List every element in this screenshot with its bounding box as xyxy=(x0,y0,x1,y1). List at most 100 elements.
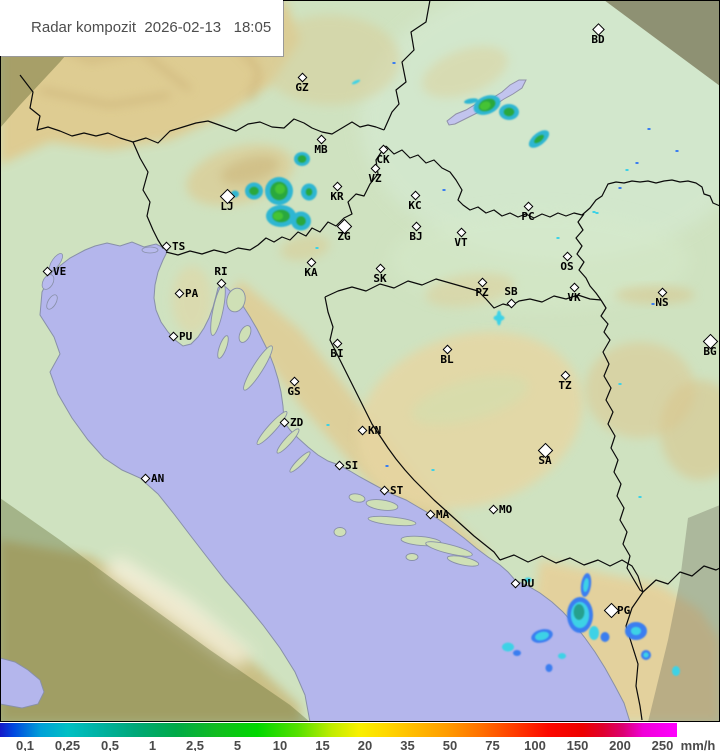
border-hungary xyxy=(385,145,720,219)
station-label-GZ: GZ xyxy=(295,81,309,94)
title-bar: Radar kompozit 2026-02-13 18:05 xyxy=(0,0,284,56)
radar-echo xyxy=(531,629,553,643)
station-label-PA: PA xyxy=(185,287,199,300)
borders xyxy=(19,0,720,721)
radar-speck xyxy=(592,211,596,213)
station-label-VT: VT xyxy=(454,236,468,249)
station-label-KA: KA xyxy=(304,266,318,279)
station-label-KN: KN xyxy=(368,424,382,437)
station-label-ZG: ZG xyxy=(337,230,351,243)
radar-echo xyxy=(499,104,519,120)
station-label-ST: ST xyxy=(390,484,404,497)
legend-tick-75: 75 xyxy=(485,738,500,751)
radar-echo xyxy=(473,95,501,115)
radar-echo xyxy=(567,597,593,633)
station-label-RI: RI xyxy=(214,265,228,278)
legend-tick-1: 1 xyxy=(148,738,157,751)
station-label-SA: SA xyxy=(538,454,552,467)
station-label-SK: SK xyxy=(373,272,387,285)
radar-echo xyxy=(641,650,651,660)
station-label-TS: TS xyxy=(172,240,186,253)
border-drina xyxy=(600,299,644,593)
station-label-VE: VE xyxy=(53,265,67,278)
radar-echo xyxy=(265,177,293,205)
border-montenegro-albania xyxy=(625,591,644,721)
radar-speck xyxy=(595,212,599,214)
radar-echo xyxy=(513,650,521,656)
legend-colorbar xyxy=(0,723,677,737)
station-label-PU: PU xyxy=(179,330,193,343)
radar-echo xyxy=(545,664,553,672)
radar-echo xyxy=(464,98,478,104)
radar-echo xyxy=(580,573,592,597)
radar-map[interactable]: GZ BD MB CK VZ KR LJ KC PC ZG BJ VT TS OS KA SK VE RI PZ SB… xyxy=(0,0,720,722)
legend-unit-label: mm/h xyxy=(680,738,716,751)
radar-echo xyxy=(558,653,566,659)
station-label-GS: GS xyxy=(287,385,301,398)
station-label-ZD: ZD xyxy=(290,416,304,429)
radar-speck xyxy=(431,469,435,471)
legend-tick-50: 50 xyxy=(442,738,458,751)
radar-echo xyxy=(672,666,680,676)
station-label-MO: MO xyxy=(499,503,513,516)
radar-echo xyxy=(528,130,550,148)
radar-echo xyxy=(524,577,532,583)
legend: 0,1 0,25 0,5 1 2,5 5 10 15 20 35 50 75 100 150 200 250 … xyxy=(0,722,720,751)
border-austria xyxy=(19,74,385,144)
legend-tick-250: 250 xyxy=(651,738,674,751)
radar-echo xyxy=(493,315,505,321)
border-italy-slovenia xyxy=(132,141,169,251)
coverage-edge-ne xyxy=(604,0,720,86)
coverage-edge-sw xyxy=(0,498,310,722)
border-austria-hungary xyxy=(383,0,431,131)
radar-speck xyxy=(618,383,622,385)
station-label-OS: OS xyxy=(560,260,574,273)
legend-tick-35: 35 xyxy=(400,738,415,751)
station-label-PG: PG xyxy=(617,604,631,617)
radar-speck xyxy=(315,247,319,249)
station-label-MB: MB xyxy=(314,143,328,156)
radar-speck xyxy=(635,162,639,164)
radar-speck xyxy=(326,424,330,426)
legend-tick-2,5: 2,5 xyxy=(185,738,205,751)
radar-echo xyxy=(502,642,514,652)
station-label-SI: SI xyxy=(345,459,359,472)
legend-tick-150: 150 xyxy=(566,738,589,751)
station-label-MA: MA xyxy=(436,508,450,521)
adriatic-sea xyxy=(39,241,631,722)
station-label-KR: KR xyxy=(330,190,344,203)
legend-tick-20: 20 xyxy=(357,738,373,751)
border-bosnia-montenegro xyxy=(499,554,644,593)
coverage-edge-se xyxy=(648,505,720,722)
legend-tick-0,1: 0,1 xyxy=(15,738,35,751)
title-text: Radar kompozit 2026-02-13 18:05 xyxy=(31,19,272,36)
radar-speck xyxy=(392,62,396,64)
map-canvas xyxy=(0,0,720,722)
station-label-BL: BL xyxy=(440,353,454,366)
border-una xyxy=(324,296,501,561)
radar-speck xyxy=(638,496,642,498)
radar-speck xyxy=(442,189,446,191)
radar-speck xyxy=(618,187,622,189)
station-label-TZ: TZ xyxy=(558,379,572,392)
radar-speck xyxy=(647,128,651,130)
station-label-CK: CK xyxy=(376,153,390,166)
border-croatia-serbia xyxy=(575,213,602,301)
border-montenegro-serbia xyxy=(642,565,720,593)
station-label-BJ: BJ xyxy=(409,230,423,243)
station-label-AN: AN xyxy=(151,472,165,485)
islands xyxy=(210,284,480,567)
station-label-VZ: VZ xyxy=(368,172,382,185)
radar-speck xyxy=(625,169,629,171)
station-label-PC: PC xyxy=(521,210,535,223)
radar-echo xyxy=(266,205,296,227)
legend-tick-100: 100 xyxy=(524,738,546,751)
station-label-BD: BD xyxy=(591,33,605,46)
radar-speck xyxy=(556,237,560,239)
legend-tick-15: 15 xyxy=(315,738,330,751)
radar-speck xyxy=(385,465,389,467)
station-label-KC: KC xyxy=(408,199,422,212)
station-label-PZ: PZ xyxy=(475,286,489,299)
radar-speck xyxy=(675,150,679,152)
